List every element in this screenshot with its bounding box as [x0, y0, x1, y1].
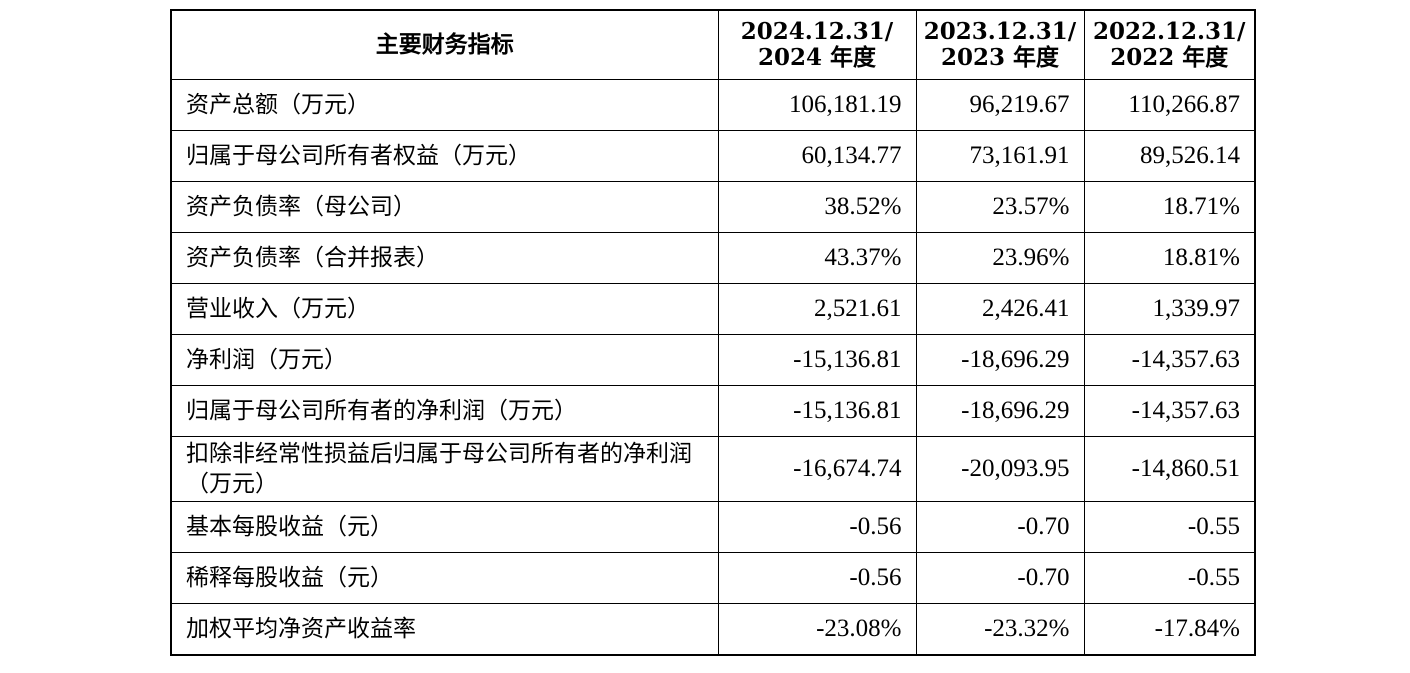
table-row: 资产负债率（合并报表） 43.37% 23.96% 18.81%	[170, 232, 1256, 284]
value-2024: -0.56	[717, 552, 917, 604]
header-period-date: 2022.12.31/	[1093, 18, 1246, 45]
row-label: 资产负债率（合并报表）	[170, 232, 719, 284]
row-label: 扣除非经常性损益后归属于母公司所有者的净利润（万元）	[170, 436, 719, 502]
table-row: 加权平均净资产收益率 -23.08% -23.32% -17.84%	[170, 603, 1256, 656]
header-period-date: 2024.12.31/	[740, 18, 894, 45]
value-2024: 2,521.61	[717, 283, 917, 335]
row-label: 净利润（万元）	[170, 334, 719, 386]
row-label: 归属于母公司所有者的净利润（万元）	[170, 385, 719, 437]
header-period-year: 2024 年度	[757, 44, 877, 71]
header-period-2023: 2023.12.31/ 2023 年度	[915, 9, 1085, 80]
value-2022: -14,860.51	[1083, 436, 1256, 502]
header-period-date: 2023.12.31/	[923, 18, 1077, 45]
financial-indicators-table: 主要财务指标 2024.12.31/ 2024 年度 2023.12.31/ 2…	[170, 9, 1256, 656]
table-row: 净利润（万元） -15,136.81 -18,696.29 -14,357.63	[170, 334, 1256, 386]
value-2024: 43.37%	[717, 232, 917, 284]
value-2023: -0.70	[915, 501, 1085, 553]
value-2022: 110,266.87	[1083, 79, 1256, 131]
table-row: 资产负债率（母公司） 38.52% 23.57% 18.71%	[170, 181, 1256, 233]
row-label: 归属于母公司所有者权益（万元）	[170, 130, 719, 182]
row-label: 基本每股收益（元）	[170, 501, 719, 553]
value-2024: 60,134.77	[717, 130, 917, 182]
table-row: 营业收入（万元） 2,521.61 2,426.41 1,339.97	[170, 283, 1256, 335]
value-2023: -18,696.29	[915, 385, 1085, 437]
value-2022: -14,357.63	[1083, 334, 1256, 386]
value-2022: -17.84%	[1083, 603, 1256, 656]
row-label: 稀释每股收益（元）	[170, 552, 719, 604]
table-row: 资产总额（万元） 106,181.19 96,219.67 110,266.87	[170, 79, 1256, 131]
value-2024: 106,181.19	[717, 79, 917, 131]
value-2023: 23.96%	[915, 232, 1085, 284]
header-indicator: 主要财务指标	[170, 9, 719, 80]
value-2024: -0.56	[717, 501, 917, 553]
row-label: 资产负债率（母公司）	[170, 181, 719, 233]
row-label: 加权平均净资产收益率	[170, 603, 719, 656]
value-2022: -0.55	[1083, 501, 1256, 553]
value-2023: -20,093.95	[915, 436, 1085, 502]
header-period-2024: 2024.12.31/ 2024 年度	[717, 9, 917, 80]
value-2023: -18,696.29	[915, 334, 1085, 386]
table-row: 稀释每股收益（元） -0.56 -0.70 -0.55	[170, 552, 1256, 604]
financial-indicators-table-container: 主要财务指标 2024.12.31/ 2024 年度 2023.12.31/ 2…	[170, 9, 1256, 656]
table-row: 扣除非经常性损益后归属于母公司所有者的净利润（万元） -16,674.74 -2…	[170, 436, 1256, 502]
value-2022: 1,339.97	[1083, 283, 1256, 335]
table-row: 基本每股收益（元） -0.56 -0.70 -0.55	[170, 501, 1256, 553]
header-period-2022: 2022.12.31/ 2022 年度	[1083, 9, 1256, 80]
value-2024: -15,136.81	[717, 385, 917, 437]
value-2023: 23.57%	[915, 181, 1085, 233]
value-2023: 73,161.91	[915, 130, 1085, 182]
value-2023: 2,426.41	[915, 283, 1085, 335]
row-label: 营业收入（万元）	[170, 283, 719, 335]
value-2022: 18.71%	[1083, 181, 1256, 233]
table-header-row: 主要财务指标 2024.12.31/ 2024 年度 2023.12.31/ 2…	[170, 9, 1256, 80]
value-2022: 18.81%	[1083, 232, 1256, 284]
table-row: 归属于母公司所有者权益（万元） 60,134.77 73,161.91 89,5…	[170, 130, 1256, 182]
value-2024: 38.52%	[717, 181, 917, 233]
value-2024: -23.08%	[717, 603, 917, 656]
value-2023: 96,219.67	[915, 79, 1085, 131]
value-2023: -23.32%	[915, 603, 1085, 656]
row-label: 资产总额（万元）	[170, 79, 719, 131]
value-2022: -0.55	[1083, 552, 1256, 604]
value-2022: 89,526.14	[1083, 130, 1256, 182]
header-period-year: 2022 年度	[1110, 44, 1229, 71]
value-2023: -0.70	[915, 552, 1085, 604]
value-2024: -15,136.81	[717, 334, 917, 386]
header-period-year: 2023 年度	[940, 44, 1060, 71]
value-2022: -14,357.63	[1083, 385, 1256, 437]
table-row: 归属于母公司所有者的净利润（万元） -15,136.81 -18,696.29 …	[170, 385, 1256, 437]
value-2024: -16,674.74	[717, 436, 917, 502]
